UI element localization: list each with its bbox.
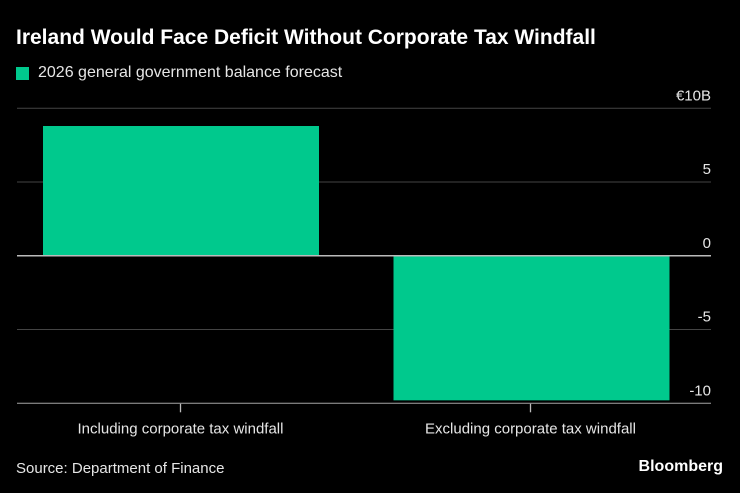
y-tick-label: €10B [676,87,711,104]
legend-swatch [16,66,29,80]
bloomberg-logo: Bloomberg [638,458,723,475]
y-tick-label: -10 [689,382,711,399]
x-tick-label: Including corporate tax windfall [78,420,284,437]
y-tick-label: 0 [703,235,711,252]
x-tick-label: Excluding corporate tax windfall [425,420,636,437]
bar [393,255,670,401]
y-tick-label: 5 [703,161,711,178]
source-note: Source: Department of Finance [16,460,225,477]
legend-label: 2026 general government balance forecast [38,64,343,81]
y-tick-label: -5 [698,309,711,326]
bar [43,126,319,256]
chart-title: Ireland Would Face Deficit Without Corpo… [16,26,596,49]
legend: 2026 general government balance forecast [16,64,342,82]
